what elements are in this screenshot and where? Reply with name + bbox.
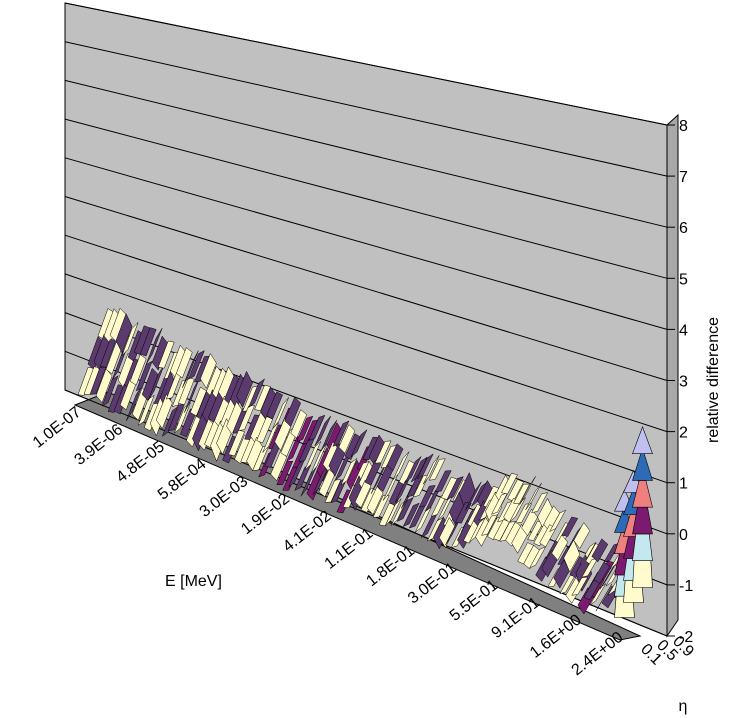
x-tick-label: 4.1E-02	[280, 508, 335, 556]
z-tick-label: 4	[679, 322, 688, 339]
z-tick-label: -1	[679, 578, 693, 595]
z-tick-label: 3	[679, 374, 688, 391]
x-tick-label: 1.6E+00	[527, 611, 585, 661]
z-tick-label: 0	[679, 527, 688, 544]
z-tick-label: 5	[679, 271, 688, 288]
z-tick-label: 8	[679, 118, 688, 135]
x-tick-label: 1.8E-01	[363, 542, 418, 590]
z-tick-label: 6	[679, 220, 688, 237]
x-tick-label: 1.1E-01	[322, 525, 377, 573]
x-tick-label: 4.8E-05	[113, 438, 168, 486]
peak-band	[633, 534, 653, 561]
x-tick-label: 3.9E-06	[72, 421, 127, 469]
x-tick-label: 5.5E-01	[447, 577, 502, 625]
x-tick-label: 9.1E-01	[488, 594, 543, 642]
y-axis-label: η	[679, 698, 688, 715]
peak-band	[633, 561, 653, 588]
z-tick-label: 7	[679, 169, 688, 186]
z-axis-label: relative difference	[705, 317, 722, 443]
x-tick-label: 1.0E-07	[30, 404, 85, 452]
x-tick-label: 5.8E-04	[155, 456, 210, 504]
x-tick-label: 1.9E-02	[238, 490, 293, 538]
x-tick-label: 3.0E-03	[197, 473, 252, 521]
z-tick-label: 2	[679, 425, 688, 442]
x-tick-label: 2.4E+00	[569, 629, 627, 679]
x-axis-label: E [MeV]	[165, 573, 222, 590]
x-tick-label: 3.0E-01	[405, 559, 460, 607]
side-wall	[667, 115, 678, 636]
z-tick-label: 1	[679, 476, 688, 493]
